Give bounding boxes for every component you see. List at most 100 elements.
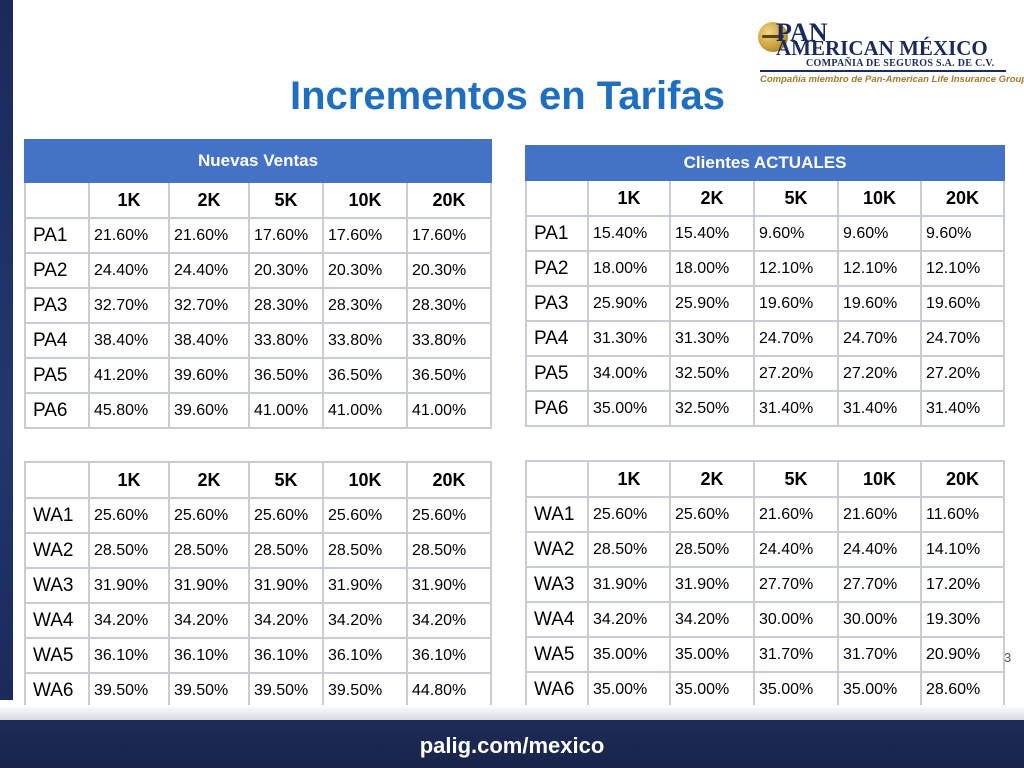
row-label: PA1 [24, 217, 90, 254]
rate-cell: 24.40% [753, 531, 839, 568]
rate-cell: 35.00% [587, 671, 671, 708]
rate-cell: 25.60% [88, 497, 170, 534]
rate-cell: 28.50% [248, 532, 324, 569]
column-header: 2K [168, 461, 250, 499]
table-row: PA5 41.20% 39.60% 36.50% 36.50% 36.50% [24, 357, 493, 394]
rate-cell: 27.70% [837, 566, 922, 603]
footer-bar [0, 720, 1024, 768]
row-label: WA5 [525, 636, 589, 673]
slide-number: 3 [1004, 650, 1012, 665]
table-row: WA5 35.00% 35.00% 31.70% 31.70% 20.90% [525, 636, 1005, 673]
logo-divider [760, 70, 1006, 72]
column-header: 1K [88, 181, 170, 219]
row-label: PA6 [24, 392, 90, 429]
rate-cell: 28.30% [248, 287, 324, 324]
table-row: PA6 35.00% 32.50% 31.40% 31.40% 31.40% [525, 390, 1006, 427]
rate-cell: 25.60% [168, 497, 250, 534]
row-label: PA5 [24, 357, 90, 394]
rate-cell: 25.60% [406, 497, 492, 534]
row-label: PA3 [24, 287, 90, 324]
rate-cell: 35.00% [587, 390, 671, 427]
table-nuevas-ventas-pa: Nuevas Ventas 1K 2K 5K 10K 20K PA1 21.60%… [23, 139, 493, 429]
rate-cell: 24.70% [919, 320, 1006, 357]
rate-cell: 35.00% [753, 671, 839, 708]
row-label: WA6 [525, 671, 589, 708]
rate-cell: 41.20% [88, 357, 170, 394]
rate-cell: 21.60% [88, 217, 170, 254]
rate-cell: 30.00% [837, 601, 922, 638]
rate-cell: 31.30% [669, 320, 755, 357]
row-label: WA6 [24, 672, 90, 709]
rate-cell: 21.60% [753, 496, 839, 533]
rate-cell: 31.90% [406, 567, 492, 604]
rate-cell: 31.40% [753, 390, 839, 427]
rate-cell: 39.50% [168, 672, 250, 709]
rate-cell: 38.40% [88, 322, 170, 359]
column-header: 1K [587, 460, 671, 498]
company-logo: PAN AMERICAN MÉXICO COMPAÑIA DE SEGUROS … [752, 18, 1024, 92]
rate-cell: 35.00% [587, 636, 671, 673]
column-header: 20K [406, 461, 492, 499]
rate-cell: 35.00% [837, 671, 922, 708]
rate-cell: 30.00% [753, 601, 839, 638]
rate-cell: 39.50% [88, 672, 170, 709]
rate-cell: 12.10% [837, 250, 922, 287]
logo-line-2: AMERICAN MÉXICO [776, 36, 988, 60]
rate-cell: 18.00% [587, 250, 671, 287]
rate-cell: 28.60% [920, 671, 1005, 708]
globe-icon [758, 22, 788, 52]
banner-nuevas-ventas: Nuevas Ventas [23, 139, 493, 183]
rate-cell: 19.30% [920, 601, 1005, 638]
row-label: PA4 [525, 320, 589, 357]
row-label: WA4 [525, 601, 589, 638]
rate-cell: 34.20% [88, 602, 170, 639]
rate-cell: 31.90% [322, 567, 408, 604]
row-label: WA4 [24, 602, 90, 639]
column-header: 20K [920, 460, 1005, 498]
table-corner [24, 461, 90, 499]
rate-cell: 27.20% [837, 355, 922, 392]
rate-cell: 34.20% [669, 601, 755, 638]
rate-cell: 11.60% [920, 496, 1005, 533]
rate-cell: 24.40% [837, 531, 922, 568]
rate-cell: 36.10% [88, 637, 170, 674]
footer-url[interactable]: palig.com/mexico [419, 733, 605, 758]
rate-cell: 20.30% [248, 252, 324, 289]
rate-cell: 28.50% [587, 531, 671, 568]
rate-cell: 32.70% [88, 287, 170, 324]
rate-cell: 31.70% [837, 636, 922, 673]
rate-cell: 19.60% [837, 285, 922, 322]
table-row: WA2 28.50% 28.50% 28.50% 28.50% 28.50% [24, 532, 492, 569]
rate-cell: 34.20% [248, 602, 324, 639]
rate-cell: 24.70% [837, 320, 922, 357]
column-header: 10K [322, 181, 408, 219]
rate-cell: 36.50% [322, 357, 408, 394]
rate-cell: 31.90% [248, 567, 324, 604]
rate-cell: 36.50% [248, 357, 324, 394]
rate-cell: 25.90% [587, 285, 671, 322]
logo-line-1: PAN [776, 18, 828, 47]
rate-cell: 12.10% [753, 250, 839, 287]
column-header: 5K [248, 461, 324, 499]
rate-cell: 19.60% [919, 285, 1006, 322]
rate-cell: 31.40% [837, 390, 922, 427]
table-row: WA6 35.00% 35.00% 35.00% 35.00% 28.60% [525, 671, 1005, 708]
rate-cell: 34.20% [587, 601, 671, 638]
table-nuevas-ventas-wa: 1K 2K 5K 10K 20K WA1 25.60% 25.60% 25.60% 25… [24, 461, 492, 709]
rate-cell: 28.30% [322, 287, 408, 324]
rate-cell: 21.60% [837, 496, 922, 533]
rate-cell: 36.10% [406, 637, 492, 674]
rate-cell: 45.80% [88, 392, 170, 429]
row-label: WA3 [24, 567, 90, 604]
column-header: 1K [88, 461, 170, 499]
footer-stripe [0, 705, 1024, 720]
column-header: 10K [837, 460, 922, 498]
column-header: 20K [919, 179, 1006, 217]
row-label: PA5 [525, 355, 589, 392]
rate-cell: 24.40% [88, 252, 170, 289]
rate-cell: 24.70% [753, 320, 839, 357]
slide-title: Incrementos en Tarifas [290, 74, 725, 118]
rate-cell: 32.70% [168, 287, 250, 324]
rate-cell: 18.00% [669, 250, 755, 287]
table-row: WA2 28.50% 28.50% 24.40% 24.40% 14.10% [525, 531, 1005, 568]
